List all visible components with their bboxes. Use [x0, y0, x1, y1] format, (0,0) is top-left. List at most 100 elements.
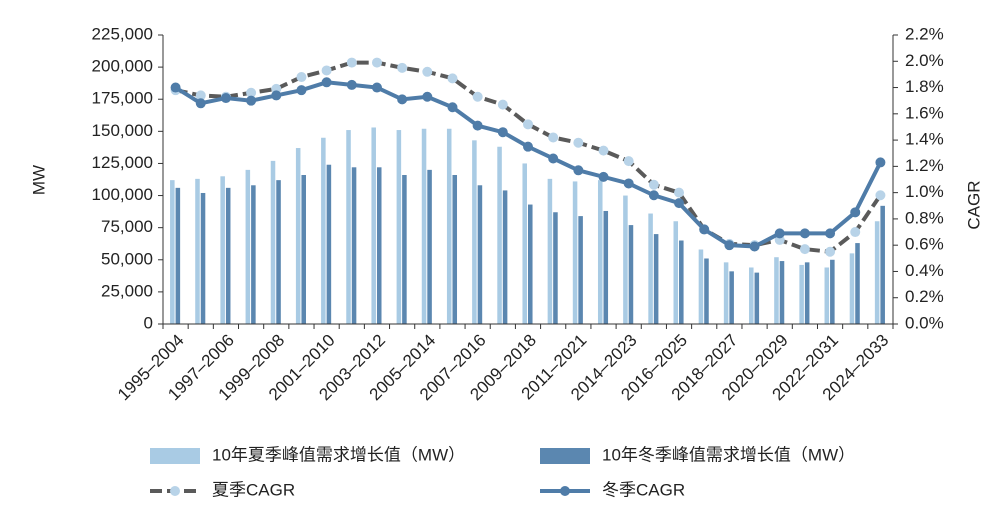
y-tick-label: 25,000: [101, 281, 153, 300]
line-marker: [573, 137, 584, 148]
bar: [698, 249, 704, 324]
y-tick-label: 50,000: [101, 249, 153, 268]
bar: [597, 180, 603, 324]
y2-tick-label: 1.0%: [905, 182, 944, 201]
line-marker: [523, 119, 533, 130]
y-tick-label: 0: [144, 313, 153, 332]
bar: [572, 181, 578, 324]
y2-tick-label: 0.6%: [905, 235, 944, 254]
y-axis-title: MW: [29, 165, 48, 195]
y2-tick-label: 0.4%: [905, 261, 944, 280]
bar: [799, 264, 804, 324]
bar: [446, 128, 452, 324]
bar: [547, 178, 553, 324]
legend-marker: [170, 486, 180, 496]
bar: [195, 178, 200, 324]
y-tick-label: 150,000: [92, 121, 153, 140]
line-marker: [497, 99, 508, 110]
line-marker: [875, 190, 886, 201]
line-marker: [271, 90, 282, 101]
line-marker: [346, 57, 357, 68]
bar: [849, 253, 855, 324]
bar: [497, 146, 502, 324]
bar: [245, 169, 251, 324]
bar: [774, 257, 779, 324]
bar: [673, 221, 679, 324]
bar: [402, 175, 407, 324]
bar: [326, 164, 332, 324]
line-marker: [548, 132, 559, 143]
bar: [749, 267, 754, 324]
line-marker: [523, 141, 533, 152]
legend-marker: [560, 486, 570, 496]
line-marker: [799, 228, 810, 239]
bar: [200, 192, 206, 324]
line-marker: [472, 91, 483, 102]
bar: [427, 169, 432, 324]
bar: [628, 225, 634, 324]
line-marker: [321, 77, 332, 88]
line-marker: [825, 228, 836, 239]
line-marker: [573, 165, 584, 176]
y2-tick-label: 2.2%: [905, 24, 944, 43]
bar: [270, 160, 276, 324]
line-marker: [447, 73, 458, 84]
line-marker: [296, 72, 307, 83]
line-marker: [850, 207, 861, 218]
y-tick-label: 175,000: [92, 89, 153, 108]
line-marker: [774, 228, 785, 239]
legend-label: 10年冬季峰值需求增长值（MW）: [602, 445, 855, 464]
bar: [578, 216, 583, 324]
y-tick-label: 100,000: [92, 185, 153, 204]
line-marker: [623, 156, 634, 167]
line-marker: [598, 145, 609, 156]
bar: [321, 137, 326, 324]
bar: [704, 258, 709, 324]
bar: [170, 180, 175, 324]
y-tick-label: 225,000: [92, 24, 153, 43]
bar: [653, 234, 659, 324]
line-marker: [699, 224, 710, 235]
bar: [346, 130, 351, 324]
bar: [528, 204, 533, 324]
bar: [648, 213, 653, 324]
bar: [723, 262, 729, 324]
bar: [472, 140, 477, 324]
line-marker: [674, 198, 685, 209]
y2-tick-label: 0.8%: [905, 208, 944, 227]
bar: [276, 180, 281, 324]
bar: [880, 205, 885, 324]
bar: [603, 210, 609, 324]
bar: [855, 243, 860, 324]
line-marker: [371, 57, 382, 68]
legend-label: 冬季CAGR: [602, 480, 685, 499]
bar: [729, 271, 734, 324]
bar: [623, 195, 628, 324]
line-marker: [850, 227, 861, 238]
y2-tick-label: 1.6%: [905, 103, 944, 122]
y2-tick-label: 0.2%: [905, 287, 944, 306]
bar: [251, 185, 256, 324]
y2-tick-label: 0.0%: [905, 313, 944, 332]
line-marker: [472, 120, 483, 131]
line-marker: [724, 240, 735, 251]
y2-axis-title: CAGR: [964, 180, 983, 229]
bar: [225, 187, 231, 324]
bar: [553, 212, 558, 324]
line-marker: [422, 66, 433, 77]
y-tick-label: 125,000: [92, 153, 153, 172]
line-marker: [648, 179, 659, 190]
line-marker: [598, 171, 609, 182]
bar: [477, 185, 483, 324]
line-marker: [346, 79, 357, 90]
bar: [301, 175, 306, 324]
line-marker: [749, 241, 760, 252]
line-marker: [321, 65, 332, 76]
bar: [804, 262, 810, 324]
line-marker: [371, 82, 382, 93]
bar: [220, 176, 225, 324]
bar: [421, 128, 427, 324]
line-marker: [246, 95, 257, 106]
y2-tick-label: 2.0%: [905, 51, 944, 70]
line-marker: [422, 91, 433, 102]
